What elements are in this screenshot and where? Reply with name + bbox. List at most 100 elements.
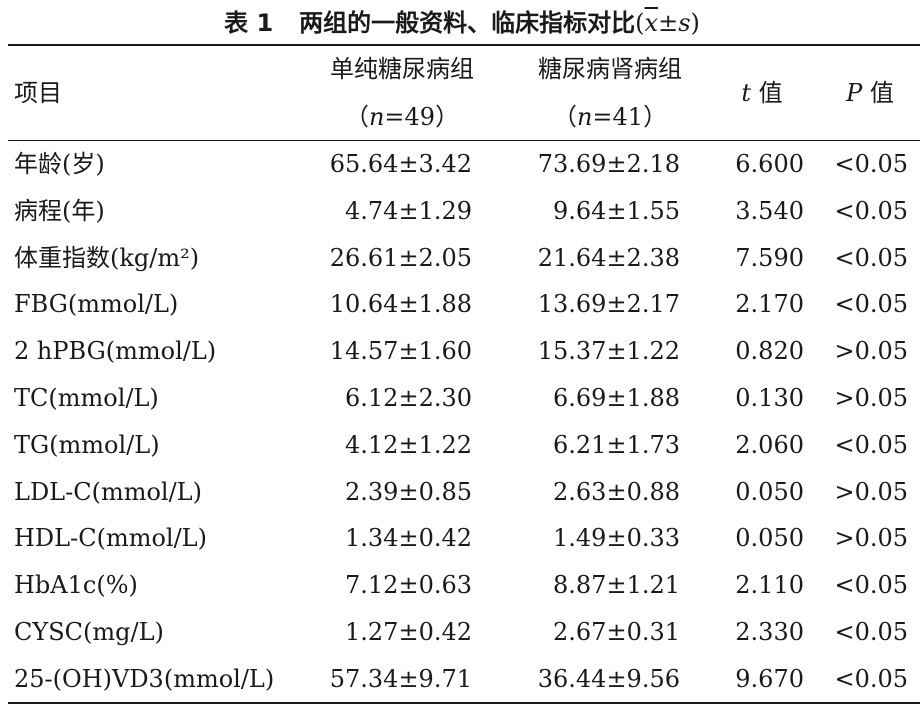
header-p-suffix: 值 [862, 79, 894, 107]
row-p-value: >0.05 [834, 337, 908, 366]
row-p-value: >0.05 [834, 383, 908, 412]
row-t-value: 2.060 [735, 430, 804, 459]
row-item: 年龄(岁) [14, 150, 105, 178]
table-row: CYSC(mg/L) 1.27±0.42 2.67±0.31 2.330 <0.… [0, 614, 924, 661]
table-row: 2 hPBG(mmol/L) 14.57±1.60 15.37±1.22 0.8… [0, 333, 924, 380]
header-group2-paren-open: （ [552, 103, 577, 131]
row-p-value: <0.05 [834, 243, 908, 272]
header-p-var: P [846, 79, 863, 107]
table-row: 病程(年) 4.74±1.29 9.64±1.55 3.540 <0.05 [0, 193, 924, 240]
row-p-value: <0.05 [834, 664, 908, 693]
row-group2-value: 6.69±1.88 [553, 383, 680, 412]
caption-plus-minus: ± [658, 9, 679, 37]
header-p-value: P 值 [830, 76, 910, 110]
caption-text: 两组的一般资料、临床指标对比 [299, 9, 636, 37]
row-group2-value: 8.87±1.21 [553, 571, 680, 600]
row-t-value: 2.110 [735, 571, 804, 600]
row-group2-value: 21.64±2.38 [537, 243, 680, 272]
row-t-value: 0.050 [735, 524, 804, 553]
table-row: FBG(mmol/L) 10.64±1.88 13.69±2.17 2.170 … [0, 286, 924, 333]
row-item: TG(mmol/L) [14, 430, 160, 459]
table-row: LDL-C(mmol/L) 2.39±0.85 2.63±0.88 0.050 … [0, 474, 924, 521]
row-group2-value: 36.44±9.56 [537, 664, 680, 693]
row-group1-value: 2.39±0.85 [345, 477, 472, 506]
header-t-var: t [741, 79, 751, 107]
row-item: HbA1c(%) [14, 571, 138, 600]
header-group1-n-var: n [368, 103, 385, 131]
caption-paren-close: ) [690, 9, 700, 37]
header-group1-n-value: =49 [384, 103, 436, 131]
row-item: HDL-C(mmol/L) [14, 524, 207, 553]
row-t-value: 2.330 [735, 617, 804, 646]
caption-statistic: (x±s) [635, 9, 700, 37]
header-group2-name: 糖尿病肾病组 [538, 55, 682, 83]
header-t-value: t 值 [722, 76, 802, 110]
row-item: TC(mmol/L) [14, 383, 159, 412]
row-group1-value: 57.34±9.71 [329, 664, 472, 693]
row-item: LDL-C(mmol/L) [14, 477, 202, 506]
row-group1-value: 26.61±2.05 [329, 243, 472, 272]
row-group1-value: 65.64±3.42 [329, 150, 472, 178]
caption-mean-symbol: x [644, 9, 659, 37]
table-top-rule [8, 44, 920, 46]
table-row: 体重指数(kg/m²) 26.61±2.05 21.64±2.38 7.590 … [0, 240, 924, 287]
row-group1-value: 6.12±2.30 [345, 383, 472, 412]
table-bottom-rule [8, 702, 920, 704]
row-group1-value: 10.64±1.88 [329, 290, 472, 319]
row-p-value: >0.05 [834, 524, 908, 553]
row-group2-value: 73.69±2.18 [537, 150, 680, 178]
row-group2-value: 13.69±2.17 [537, 290, 680, 319]
row-t-value: 7.590 [735, 243, 804, 272]
table-row: 25-(OH)VD3(mmol/L) 57.34±9.71 36.44±9.56… [0, 661, 924, 708]
row-t-value: 0.050 [735, 477, 804, 506]
header-group2-count: （n=41） [520, 100, 700, 134]
caption-number: 表 1 [224, 9, 274, 37]
row-group1-value: 4.12±1.22 [345, 430, 472, 459]
caption-sd-symbol: s [678, 9, 691, 37]
header-group1-name: 单纯糖尿病组 [330, 55, 474, 83]
row-item: 25-(OH)VD3(mmol/L) [14, 664, 275, 693]
header-group1-count: （n=49） [312, 100, 492, 134]
row-group1-value: 4.74±1.29 [345, 196, 472, 225]
row-t-value: 9.670 [735, 664, 804, 693]
row-p-value: <0.05 [834, 196, 908, 225]
row-item: 体重指数(kg/m²) [14, 243, 200, 272]
table-row: HDL-C(mmol/L) 1.34±0.42 1.49±0.33 0.050 … [0, 520, 924, 567]
row-group1-value: 14.57±1.60 [329, 337, 472, 366]
row-p-value: <0.05 [834, 571, 908, 600]
table-caption: 表 1 两组的一般资料、临床指标对比(x±s) [0, 6, 924, 40]
row-item: 2 hPBG(mmol/L) [14, 337, 217, 366]
row-p-value: <0.05 [834, 290, 908, 319]
row-item: 病程(年) [14, 196, 105, 225]
row-group1-value: 7.12±0.63 [345, 571, 472, 600]
row-p-value: <0.05 [834, 430, 908, 459]
row-t-value: 2.170 [735, 290, 804, 319]
row-t-value: 3.540 [735, 196, 804, 225]
table-row: TC(mmol/L) 6.12±2.30 6.69±1.88 0.130 >0.… [0, 380, 924, 427]
row-p-value: >0.05 [834, 477, 908, 506]
table-row: TG(mmol/L) 4.12±1.22 6.21±1.73 2.060 <0.… [0, 427, 924, 474]
table-row: 年龄(岁) 65.64±3.42 73.69±2.18 6.600 <0.05 [0, 146, 924, 193]
row-group1-value: 1.27±0.42 [345, 617, 472, 646]
row-group2-value: 1.49±0.33 [553, 524, 680, 553]
row-t-value: 0.130 [735, 383, 804, 412]
caption-paren-open: ( [635, 9, 645, 37]
row-group2-value: 2.67±0.31 [553, 617, 680, 646]
header-t-suffix: 值 [751, 79, 783, 107]
header-group1-paren-close: ） [435, 103, 460, 131]
header-group1-paren-open: （ [344, 103, 369, 131]
row-t-value: 0.820 [735, 337, 804, 366]
header-group2-n-value: =41 [592, 103, 644, 131]
header-group2-paren-close: ） [643, 103, 668, 131]
header-group2-n-var: n [576, 103, 593, 131]
table-row: HbA1c(%) 7.12±0.63 8.87±1.21 2.110 <0.05 [0, 567, 924, 614]
row-group2-value: 9.64±1.55 [553, 196, 680, 225]
row-t-value: 6.600 [735, 150, 804, 178]
row-group2-value: 6.21±1.73 [553, 430, 680, 459]
row-p-value: <0.05 [834, 617, 908, 646]
header-item: 项目 [14, 79, 62, 107]
row-item: CYSC(mg/L) [14, 617, 164, 646]
row-group2-value: 15.37±1.22 [537, 337, 680, 366]
row-item: FBG(mmol/L) [14, 290, 179, 319]
row-group1-value: 1.34±0.42 [345, 524, 472, 553]
